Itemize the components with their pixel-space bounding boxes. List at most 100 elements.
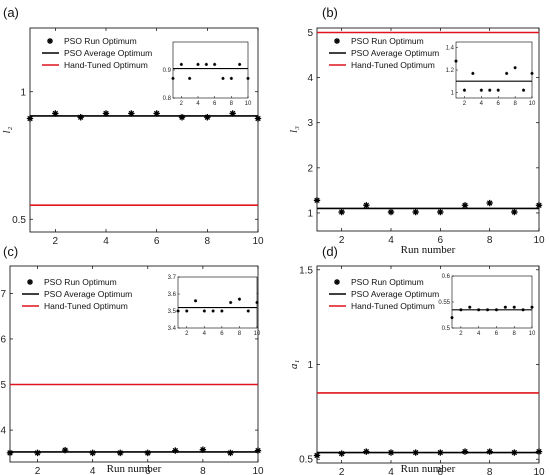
pso-run-marker bbox=[178, 114, 186, 121]
pso-run-marker bbox=[461, 448, 469, 455]
inset-run-marker bbox=[185, 309, 189, 313]
inset-x-tick-label: 8 bbox=[230, 101, 234, 107]
inset-plot: 2 4 6 8 10 0.5 0.55 0.6 bbox=[438, 274, 536, 337]
y-axis-label: l₃ bbox=[288, 126, 300, 133]
x-axis-label: Run number bbox=[401, 463, 456, 475]
x-tick-label: 4 bbox=[90, 466, 96, 475]
legend-label: Hand-Tuned Optimum bbox=[44, 301, 128, 311]
inset-x-tick-label: 8 bbox=[238, 331, 242, 337]
pso-run-marker bbox=[199, 446, 207, 453]
pso-run-marker bbox=[89, 449, 96, 457]
inset-run-marker bbox=[246, 76, 250, 80]
inset-run-marker bbox=[530, 71, 534, 75]
y-tick-label: 1 bbox=[307, 208, 313, 219]
x-tick-label: 10 bbox=[533, 467, 545, 475]
inset-run-marker bbox=[229, 76, 233, 80]
inset-run-marker bbox=[176, 309, 180, 313]
pso-run-marker bbox=[363, 448, 370, 455]
legend-label: PSO Average Optimum bbox=[44, 289, 132, 299]
pso-run-marker bbox=[227, 449, 234, 457]
inset-run-marker bbox=[255, 300, 259, 305]
pso-run-marker bbox=[338, 208, 345, 216]
y-tick-label: 4 bbox=[0, 426, 6, 437]
inset-run-marker bbox=[459, 308, 463, 312]
inset-run-marker bbox=[494, 308, 499, 312]
legend-marker-icon bbox=[47, 38, 53, 44]
inset-run-marker bbox=[496, 88, 500, 92]
legend-label: PSO Run Optimum bbox=[351, 277, 424, 287]
legend-marker-icon bbox=[334, 279, 340, 285]
inset-x-tick-label: 10 bbox=[245, 101, 252, 107]
inset-x-tick-label: 6 bbox=[213, 101, 217, 107]
legend-label: PSO Average Optimum bbox=[351, 289, 439, 299]
pso-run-marker bbox=[254, 115, 262, 122]
inset-run-marker bbox=[211, 309, 215, 313]
pso-run-marker bbox=[26, 115, 34, 122]
x-tick-label: 6 bbox=[145, 466, 151, 475]
inset-run-marker bbox=[485, 308, 490, 312]
pso-run-marker bbox=[254, 447, 262, 454]
pso-run-marker bbox=[412, 208, 419, 216]
inset-run-marker bbox=[193, 299, 198, 303]
x-tick-label: 6 bbox=[154, 236, 160, 247]
inset-x-tick-label: 4 bbox=[480, 101, 484, 107]
inset-x-tick-label: 10 bbox=[529, 331, 536, 337]
panel-tag: (a) bbox=[3, 5, 19, 20]
inset-y-tick-label: 3.6 bbox=[168, 292, 177, 298]
y-tick-label: 5 bbox=[0, 380, 6, 391]
inset-run-marker bbox=[237, 297, 242, 301]
legend-label: Hand-Tuned Optimum bbox=[64, 60, 148, 70]
inset-run-marker bbox=[450, 316, 454, 320]
pso-run-marker bbox=[535, 448, 543, 455]
inset-x-tick-label: 2 bbox=[459, 331, 463, 337]
inset-y-tick-label: 0.8 bbox=[163, 96, 172, 102]
inset-run-marker bbox=[471, 71, 475, 75]
inset-y-tick-label: 3.5 bbox=[168, 309, 177, 315]
pso-run-marker bbox=[117, 449, 124, 457]
inset-x-tick-label: 6 bbox=[495, 331, 499, 337]
pso-run-marker bbox=[144, 449, 151, 457]
y-axis-label: l₂ bbox=[1, 126, 13, 133]
inset-y-tick-label: 1.2 bbox=[446, 68, 455, 74]
inset-run-marker bbox=[462, 88, 467, 92]
inset-run-marker bbox=[202, 309, 206, 313]
inset-plot: 2 4 6 8 10 3.4 3.5 3.6 3.7 bbox=[168, 275, 261, 337]
inset-run-marker bbox=[521, 308, 525, 312]
inset-run-marker bbox=[213, 62, 217, 66]
inset-run-marker bbox=[512, 305, 516, 309]
inset-x-tick-label: 2 bbox=[185, 331, 189, 337]
inset-frame bbox=[455, 41, 533, 99]
y-tick-label: 7 bbox=[0, 289, 6, 300]
inset-x-tick-label: 6 bbox=[220, 331, 224, 337]
y-tick-label: 0.5 bbox=[12, 215, 26, 226]
inset-y-tick-label: 0.5 bbox=[442, 326, 451, 332]
legend-label: Hand-Tuned Optimum bbox=[351, 60, 435, 70]
inset-x-tick-label: 6 bbox=[497, 101, 501, 107]
pso-run-marker bbox=[437, 449, 444, 456]
inset-plot: 2 4 6 8 10 1 1.2 1.4 bbox=[446, 41, 536, 107]
inset-run-marker bbox=[221, 76, 225, 80]
panel-tag: (c) bbox=[3, 244, 18, 259]
x-tick-label: 10 bbox=[252, 466, 264, 475]
x-axis-label: Run number bbox=[107, 463, 162, 475]
y-tick-label: 3 bbox=[307, 118, 313, 129]
inset-run-marker bbox=[503, 305, 507, 309]
inset-frame bbox=[172, 41, 249, 99]
x-tick-label: 2 bbox=[35, 466, 41, 475]
inset-x-tick-label: 8 bbox=[513, 101, 517, 107]
pso-run-marker bbox=[153, 110, 160, 117]
inset-run-marker bbox=[477, 308, 481, 312]
inset-x-tick-label: 8 bbox=[513, 331, 517, 337]
inset-run-marker bbox=[204, 62, 208, 66]
pso-run-marker bbox=[486, 448, 493, 455]
inset-y-tick-label: 0.9 bbox=[163, 68, 172, 74]
y-tick-label: 4 bbox=[307, 73, 313, 84]
legend-label: PSO Average Optimum bbox=[351, 48, 439, 58]
panel-tag: (d) bbox=[322, 244, 338, 259]
inset-x-tick-label: 2 bbox=[463, 101, 467, 107]
panel-1: (a) 2 4 6 8 10 0.5 1 l₂ PSO Run Optimum PSO Averag… bbox=[1, 5, 264, 247]
inset-run-marker bbox=[196, 62, 200, 66]
y-axis-label: a₁ bbox=[288, 360, 300, 370]
